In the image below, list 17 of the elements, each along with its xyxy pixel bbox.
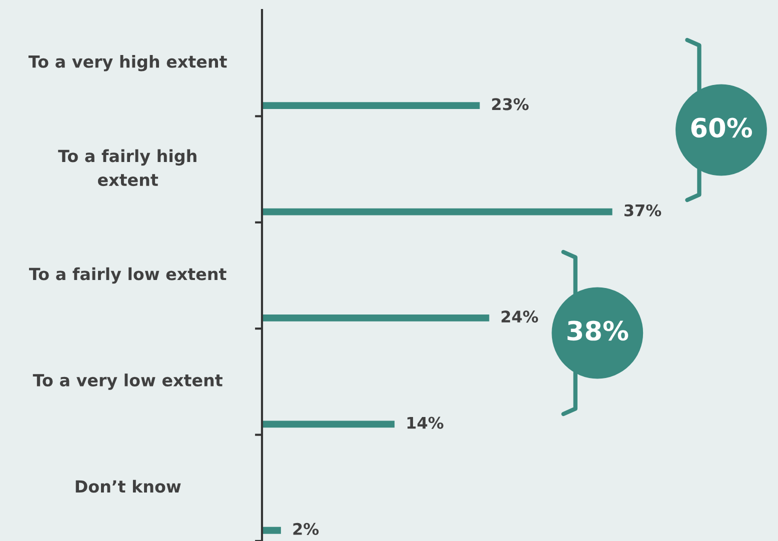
bar <box>262 208 612 216</box>
data-label: 2% <box>293 522 319 536</box>
y-tick-label: To a fairly high extent <box>58 149 196 186</box>
y-tick-label: To a very high extent <box>28 54 227 72</box>
data-label: 24% <box>502 310 538 323</box>
data-label: 23% <box>492 98 529 110</box>
bar <box>262 420 395 428</box>
data-label: 14% <box>407 416 444 429</box>
y-tick-label: Don’t know <box>76 480 181 493</box>
y-tick-label: To a fairly low extent <box>29 267 226 284</box>
bar <box>262 102 480 110</box>
annotation: 60% <box>691 118 752 138</box>
bar <box>262 314 490 322</box>
bar <box>262 526 281 534</box>
annotation: 38% <box>568 320 628 341</box>
y-tick-label: To a very low extent <box>32 374 222 390</box>
data-label: 37% <box>624 204 662 216</box>
